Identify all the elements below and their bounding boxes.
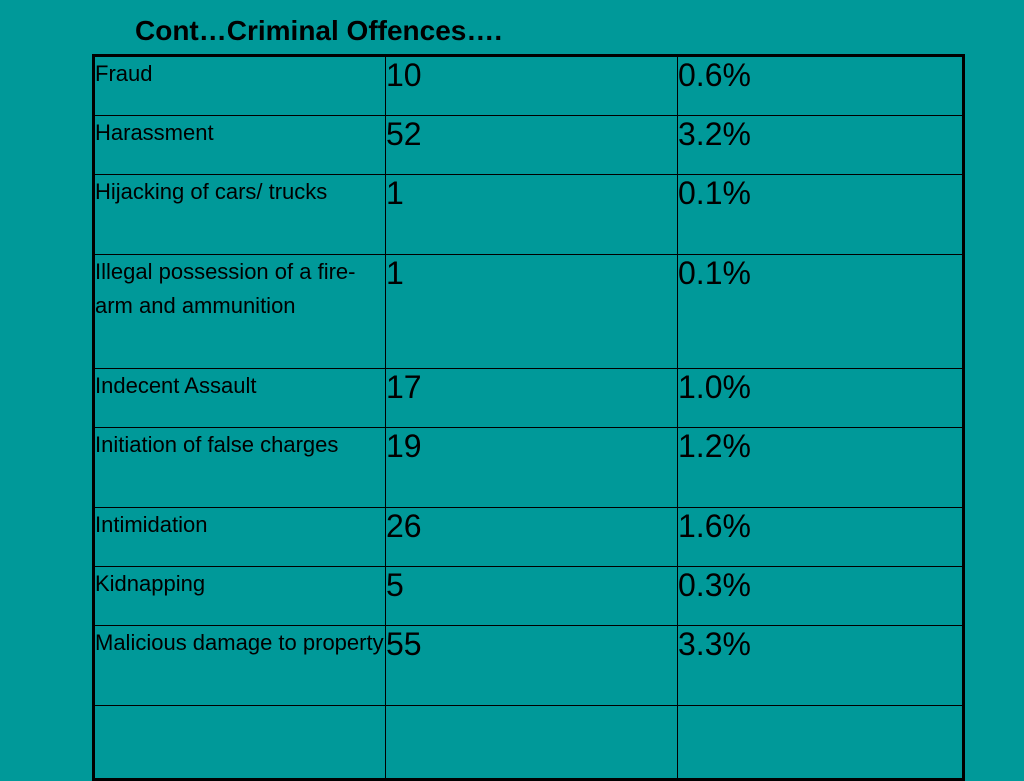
offence-name-cell: Kidnapping — [93, 566, 386, 626]
offence-count-cell: 17 — [385, 368, 678, 428]
offence-name-cell: Initiation of false charges — [93, 427, 386, 508]
offence-name-cell: Malicious damage to property — [93, 625, 386, 706]
table-row: Initiation of false charges 19 1.2% — [93, 427, 964, 508]
offence-count-cell: 19 — [385, 427, 678, 508]
offence-count-cell: 26 — [385, 507, 678, 567]
offence-count-cell: 1 — [385, 254, 678, 369]
offence-name-cell: Illegal possession of a fire-arm and amm… — [93, 254, 386, 369]
offence-name-cell: Indecent Assault — [93, 368, 386, 428]
slide-title: Cont…Criminal Offences…. — [135, 15, 503, 46]
offence-count-cell: 10 — [385, 55, 678, 116]
offence-percent-cell: 0.1% — [677, 174, 964, 255]
offence-name-cell — [93, 705, 386, 780]
offence-name-cell: Intimidation — [93, 507, 386, 567]
offence-name-cell: Hijacking of cars/ trucks — [93, 174, 386, 255]
offence-percent-cell: 1.2% — [677, 427, 964, 508]
table-row: Harassment 52 3.2% — [93, 115, 964, 175]
offences-table-body: Fraud 10 0.6% Harassment 52 3.2% Hijacki… — [93, 55, 964, 780]
offence-percent-cell: 1.0% — [677, 368, 964, 428]
offence-count-cell: 5 — [385, 566, 678, 626]
table-row-empty — [93, 705, 964, 780]
offence-count-cell: 1 — [385, 174, 678, 255]
offence-count-cell: 55 — [385, 625, 678, 706]
table-row: Kidnapping 5 0.3% — [93, 566, 964, 626]
offence-percent-cell: 3.2% — [677, 115, 964, 175]
table-row: Intimidation 26 1.6% — [93, 507, 964, 567]
offence-name-cell: Fraud — [93, 55, 386, 116]
offence-percent-cell: 1.6% — [677, 507, 964, 567]
offence-count-cell — [385, 705, 678, 780]
offence-percent-cell: 3.3% — [677, 625, 964, 706]
offence-percent-cell: 0.6% — [677, 55, 964, 116]
offence-percent-cell: 0.1% — [677, 254, 964, 369]
table-row: Indecent Assault 17 1.0% — [93, 368, 964, 428]
table-row: Illegal possession of a fire-arm and amm… — [93, 254, 964, 369]
offence-name-cell: Harassment — [93, 115, 386, 175]
offence-percent-cell — [677, 705, 964, 780]
table-row: Malicious damage to property 55 3.3% — [93, 625, 964, 706]
table-row: Hijacking of cars/ trucks 1 0.1% — [93, 174, 964, 255]
table-row: Fraud 10 0.6% — [93, 55, 964, 116]
offence-count-cell: 52 — [385, 115, 678, 175]
offence-percent-cell: 0.3% — [677, 566, 964, 626]
offences-table: Fraud 10 0.6% Harassment 52 3.2% Hijacki… — [92, 54, 965, 781]
